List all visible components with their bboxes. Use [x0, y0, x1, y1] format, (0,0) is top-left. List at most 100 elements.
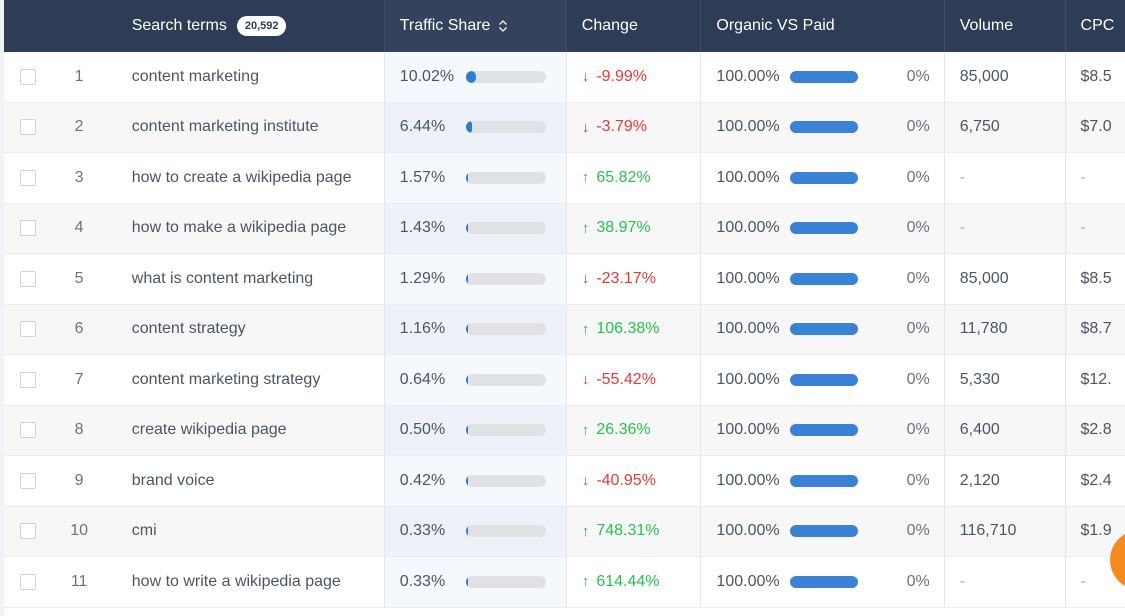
search-term-link[interactable]: create wikipedia page: [131, 421, 287, 439]
change-value: ↓ -9.99%: [582, 68, 647, 86]
cpc-cell: -: [1066, 557, 1125, 607]
row-checkbox[interactable]: [19, 523, 36, 540]
organic-vs-paid-cell: 100.00% 0%: [701, 405, 945, 455]
volume-label: Volume: [959, 17, 1014, 34]
header-select-column: [4, 0, 49, 52]
header-change[interactable]: Change: [567, 0, 702, 52]
row-checkbox[interactable]: [19, 220, 36, 237]
table-row[interactable]: 4 how to make a wikipedia page 1.43% ↑ 3…: [4, 203, 1125, 254]
row-checkbox[interactable]: [19, 68, 36, 85]
header-search-terms[interactable]: Search terms 20,592: [117, 0, 385, 52]
cpc-value: $8.5: [1080, 67, 1112, 85]
search-term-cell: content marketing: [117, 52, 385, 102]
table-row[interactable]: 10 cmi 0.33% ↑ 748.31% 100.00% 0% 116,71…: [4, 506, 1125, 557]
table-row[interactable]: 3 how to create a wikipedia page 1.57% ↑…: [4, 153, 1125, 204]
change-percent: 65.82%: [596, 168, 651, 186]
header-organic-vs-paid[interactable]: Organic VS Paid: [701, 0, 945, 52]
change-percent: 26.36%: [596, 421, 651, 439]
search-terms-count-badge: 20,592: [236, 16, 287, 36]
row-index: 6: [74, 320, 84, 338]
cpc-value: $7.0: [1080, 118, 1112, 136]
sort-icon[interactable]: [498, 19, 508, 33]
change-arrow-icon: ↑: [581, 320, 590, 338]
organic-share-value: 100.00%: [716, 219, 780, 237]
search-term-link[interactable]: how to create a wikipedia page: [131, 168, 352, 186]
search-terms-label: Search terms: [131, 17, 227, 34]
search-term-link[interactable]: what is content marketing: [131, 269, 314, 287]
help-chat-button[interactable]: [1110, 530, 1125, 590]
traffic-share-bar: [465, 424, 546, 437]
traffic-share-bar-fill: [465, 373, 468, 386]
row-checkbox[interactable]: [19, 371, 36, 388]
row-checkbox[interactable]: [19, 169, 36, 186]
search-term-link[interactable]: content marketing strategy: [131, 370, 321, 388]
search-term-cell: content strategy: [117, 304, 385, 354]
volume-value: 85,000: [959, 269, 1009, 287]
traffic-share-value: 0.33%: [399, 522, 446, 540]
search-term-cell: create wikipedia page: [117, 405, 385, 455]
row-checkbox[interactable]: [19, 573, 36, 590]
change-percent: -23.17%: [596, 269, 656, 287]
row-select-cell: [4, 507, 49, 557]
change-value: ↑ 38.97%: [582, 219, 651, 237]
search-term-cell: content marketing strategy: [117, 355, 385, 405]
row-checkbox[interactable]: [19, 422, 36, 439]
row-select-cell: [4, 254, 49, 304]
row-index: 1: [74, 67, 84, 85]
organic-share-bar: [790, 373, 859, 386]
row-index: 7: [74, 370, 84, 388]
table-row[interactable]: 9 brand voice 0.42% ↓ -40.95% 100.00% 0%…: [4, 456, 1125, 507]
search-term-link[interactable]: how to make a wikipedia page: [131, 219, 347, 237]
paid-share-value: 0%: [906, 421, 930, 439]
cpc-value: $12.: [1080, 370, 1112, 388]
change-percent: -55.42%: [596, 370, 656, 388]
organic-vs-paid-cell: 100.00% 0%: [701, 456, 945, 506]
volume-value: 6,400: [959, 421, 1000, 439]
change-percent: 748.31%: [596, 522, 660, 540]
table-row[interactable]: 5 what is content marketing 1.29% ↓ -23.…: [4, 254, 1125, 305]
traffic-share-bar-fill: [465, 272, 468, 285]
table-row[interactable]: 7 content marketing strategy 0.64% ↓ -55…: [4, 355, 1125, 406]
header-cpc[interactable]: CPC: [1066, 0, 1125, 52]
traffic-share-value: 10.02%: [399, 67, 455, 85]
traffic-share-bar: [465, 373, 546, 386]
organic-vs-paid-cell: 100.00% 0%: [701, 203, 945, 253]
row-index: 4: [74, 219, 84, 237]
table-row[interactable]: 8 create wikipedia page 0.50% ↑ 26.36% 1…: [4, 405, 1125, 456]
table-row[interactable]: 2 content marketing institute 6.44% ↓ -3…: [4, 102, 1125, 153]
row-checkbox[interactable]: [19, 119, 36, 136]
traffic-share-bar-fill: [465, 121, 472, 134]
table-row[interactable]: 11 how to write a wikipedia page 0.33% ↑…: [4, 557, 1125, 608]
traffic-share-bar: [465, 222, 546, 235]
traffic-share-bar: [465, 474, 546, 487]
traffic-share-value: 0.42%: [399, 471, 446, 489]
search-term-link[interactable]: cmi: [131, 522, 157, 540]
row-checkbox[interactable]: [19, 270, 36, 287]
traffic-share-bar: [465, 575, 546, 588]
organic-share-bar: [790, 272, 859, 285]
cpc-cell: $2.8: [1066, 406, 1125, 456]
search-term-cell: how to write a wikipedia page: [117, 557, 385, 607]
volume-value: 5,330: [959, 370, 1000, 388]
search-term-link[interactable]: brand voice: [131, 471, 215, 489]
volume-value: 6,750: [959, 118, 1000, 136]
header-volume[interactable]: Volume: [945, 0, 1066, 52]
row-checkbox[interactable]: [19, 472, 36, 489]
table-row[interactable]: 6 content strategy 1.16% ↑ 106.38% 100.0…: [4, 304, 1125, 355]
cpc-cell: $7.0: [1066, 103, 1125, 153]
change-value: ↓ -23.17%: [582, 270, 656, 288]
table-row[interactable]: 1 content marketing 10.02% ↓ -9.99% 100.…: [4, 52, 1125, 103]
search-term-link[interactable]: how to write a wikipedia page: [131, 572, 341, 590]
organic-share-value: 100.00%: [716, 522, 780, 540]
header-traffic-share[interactable]: Traffic Share: [384, 0, 567, 52]
row-checkbox[interactable]: [19, 321, 36, 338]
row-select-cell: [4, 305, 49, 355]
search-term-link[interactable]: content strategy: [131, 320, 246, 338]
change-value: ↑ 26.36%: [582, 421, 651, 439]
traffic-share-bar-fill: [465, 222, 468, 235]
paid-share-value: 0%: [906, 269, 930, 287]
table-header: Search terms 20,592 Traffic Share Change…: [4, 0, 1125, 52]
search-term-link[interactable]: content marketing: [131, 67, 259, 85]
search-term-link[interactable]: content marketing institute: [131, 118, 319, 136]
